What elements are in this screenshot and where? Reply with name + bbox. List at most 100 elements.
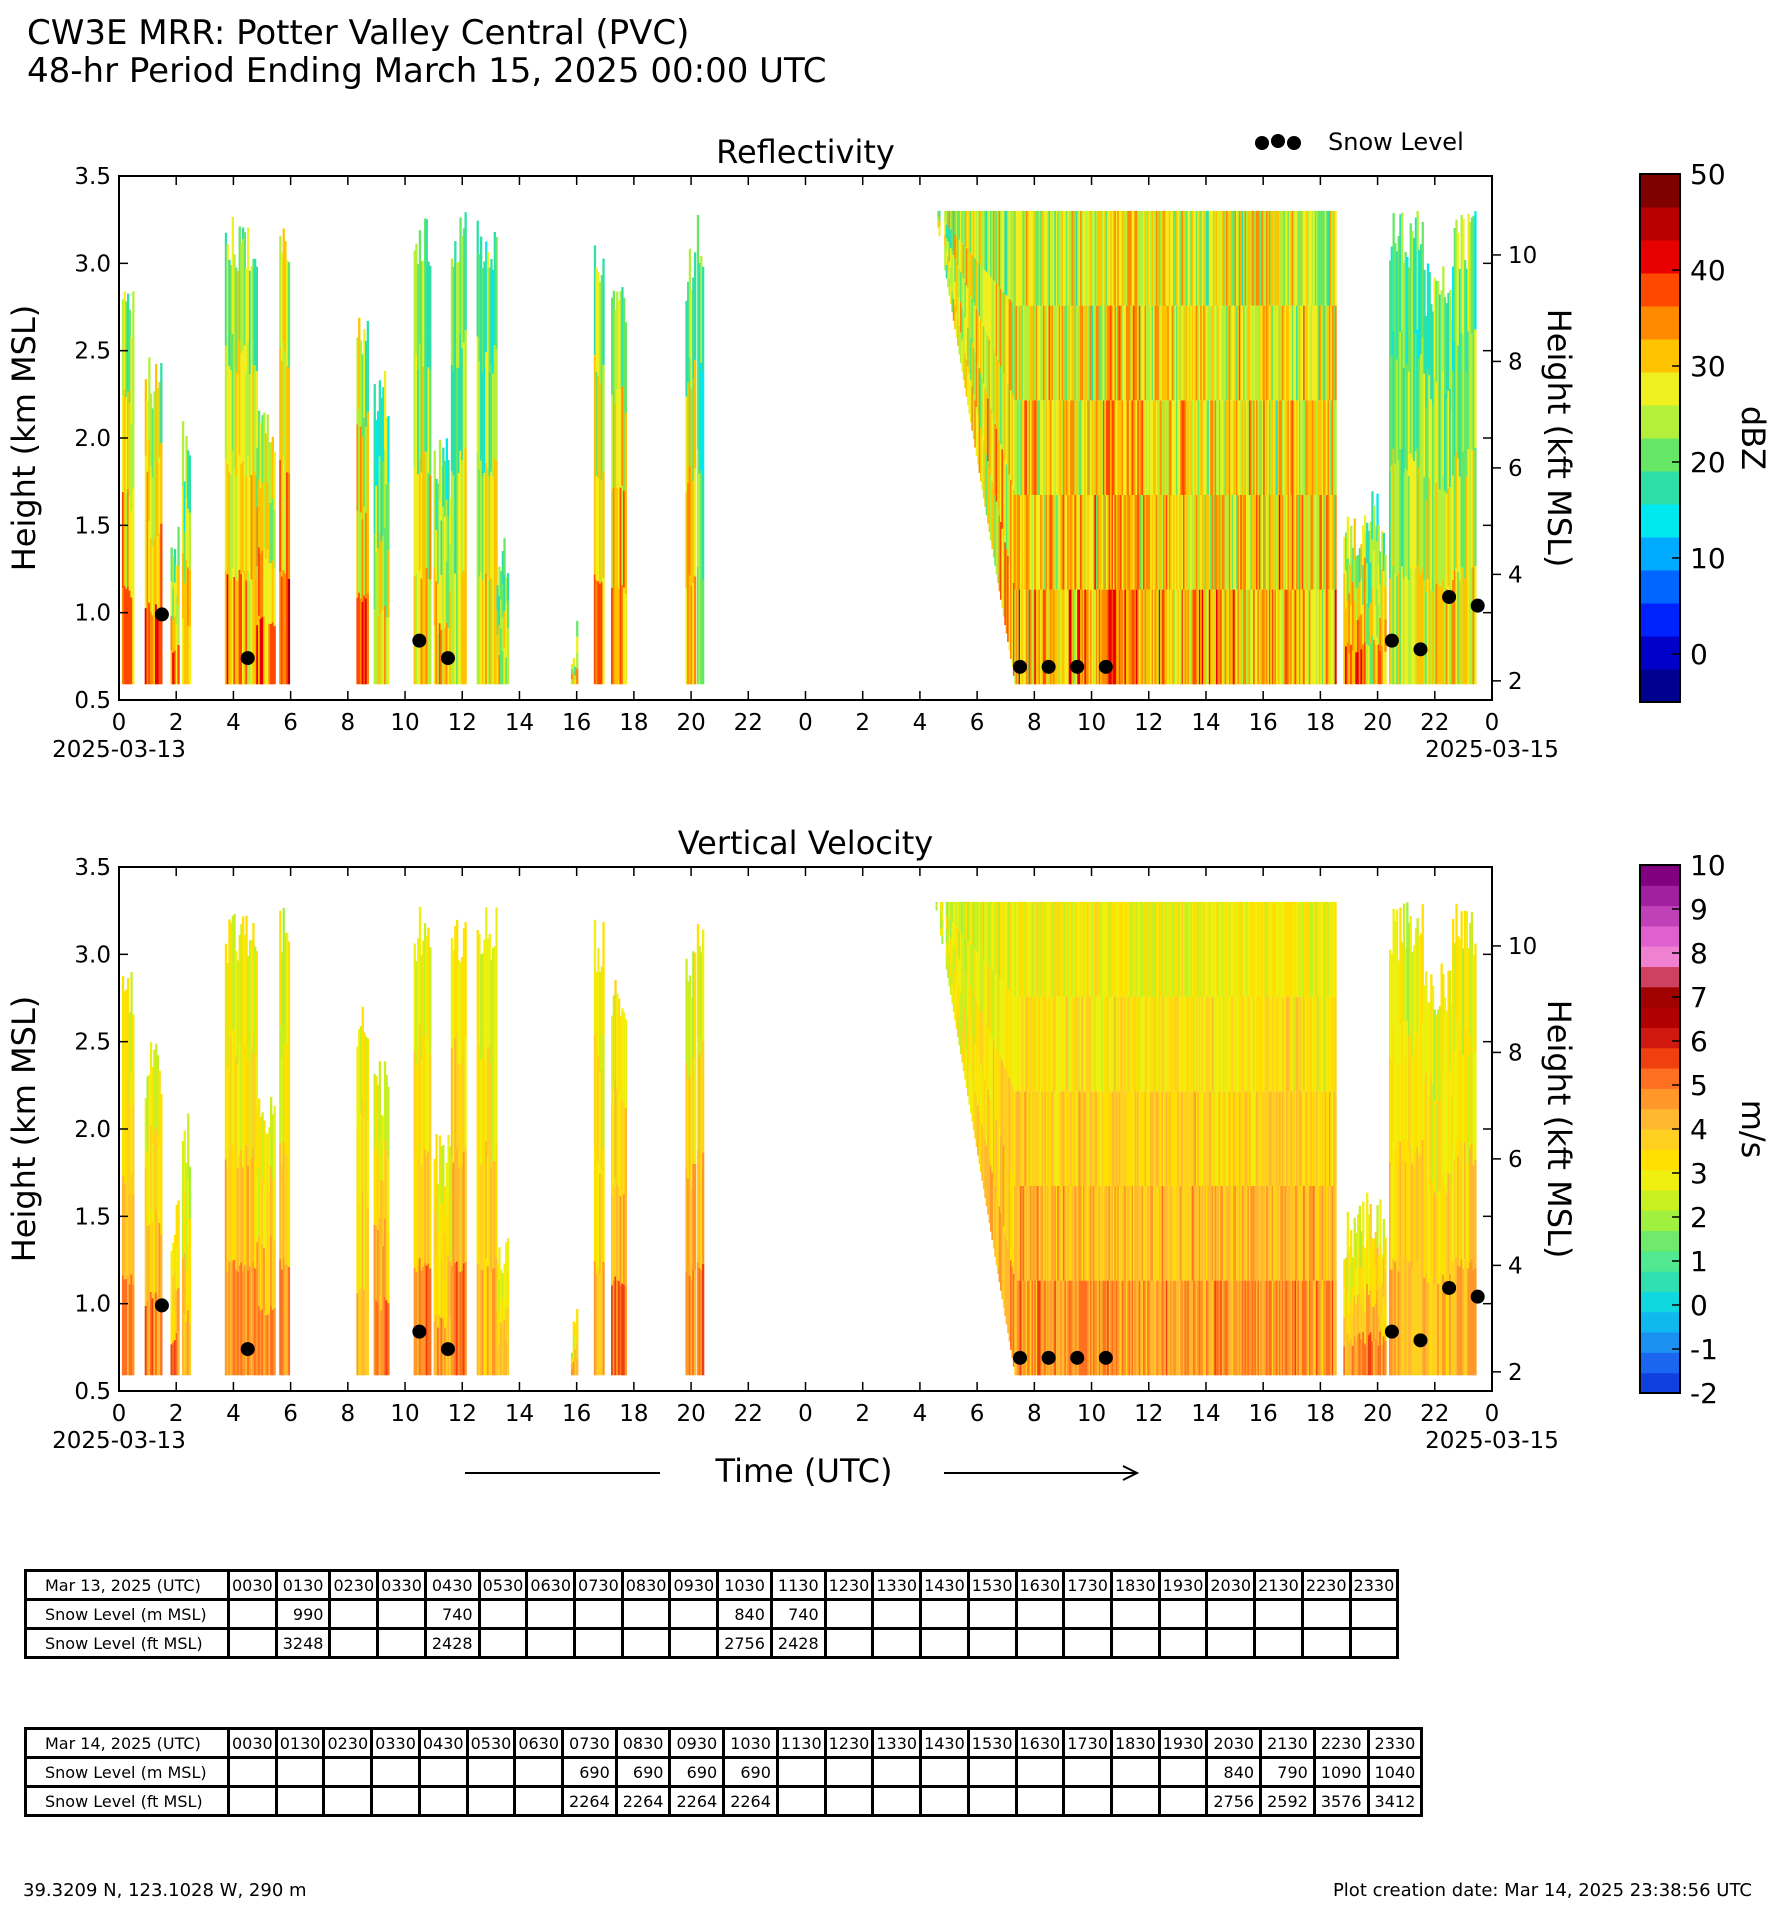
table-time-header: 1230: [823, 1727, 875, 1759]
colorbar-tick-label: -2: [1690, 1377, 1718, 1410]
x-tick-label: 10: [390, 1401, 419, 1427]
colorbar-segment: [1640, 1027, 1680, 1049]
table-time-header: 2130: [1253, 1569, 1304, 1601]
table-cell: 2756: [1205, 1785, 1263, 1817]
x-date-label-start: 2025-03-13: [52, 1428, 186, 1454]
x-tick-label: 22: [1420, 1401, 1449, 1427]
table-cell: [1109, 1627, 1161, 1659]
table-time-header: 0330: [370, 1727, 421, 1759]
table-row: Snow Level (ft MSL) 2264 2264 2264 2264 2756 2…: [24, 1785, 1424, 1817]
table-date-cell: Mar 13, 2025 (UTC): [24, 1569, 230, 1601]
table-cell: 2756: [716, 1627, 773, 1659]
table-cell: [823, 1627, 875, 1659]
snow-level-point: [1013, 659, 1028, 674]
table-cell: [227, 1598, 278, 1630]
x-tick-label: 20: [676, 710, 705, 736]
table-cell: [1062, 1627, 1113, 1659]
table-cell: [465, 1785, 517, 1817]
table-time-header: 0730: [561, 1727, 618, 1759]
table-time-header: 1330: [871, 1569, 923, 1601]
table-cell: 3248: [274, 1627, 332, 1659]
snow-level-point: [1442, 1280, 1457, 1295]
table-cell: [1348, 1598, 1400, 1630]
y-tick-label: 1.5: [74, 1204, 111, 1230]
x-tick-label: 18: [1306, 1401, 1335, 1427]
x-axis-title: Time (UTC): [715, 1452, 893, 1490]
y-right-tick-label: 4: [1508, 1253, 1523, 1279]
table-time-header: 1430: [919, 1727, 970, 1759]
snow-level-point: [1470, 598, 1485, 613]
table-cell: [1157, 1598, 1209, 1630]
table-cell: 990: [274, 1598, 332, 1630]
table-cell: [376, 1627, 427, 1659]
table-row: Snow Level (ft MSL) 3248 2428 2756 2428: [24, 1627, 1400, 1659]
table-time-header: 1130: [775, 1727, 827, 1759]
table-cell: [1062, 1756, 1113, 1788]
colorbar-segment: [1640, 966, 1680, 988]
table-cell: 2428: [769, 1627, 827, 1659]
colorbar-segment: [1640, 537, 1680, 571]
table-cell: [477, 1598, 529, 1630]
table-time-header: 2230: [1312, 1727, 1370, 1759]
colorbar-segment: [1640, 603, 1680, 637]
colorbar-segment: [1640, 1007, 1680, 1028]
table-time-header: 0130: [274, 1569, 332, 1601]
colorbar-segment: [1640, 1271, 1680, 1292]
colorbar-segment: [1640, 570, 1680, 604]
arrow-head: [1122, 1465, 1140, 1481]
snow-level-point: [154, 607, 169, 622]
table-cell: [465, 1756, 517, 1788]
table-cell: [668, 1598, 720, 1630]
colorbar-segment: [1640, 925, 1680, 947]
table-cell: 2264: [668, 1785, 726, 1817]
legend-marker: [1255, 136, 1269, 150]
colorbar-segment: [1640, 1372, 1680, 1394]
snow-level-table-mar14: Mar 14, 2025 (UTC) 0030 0130 0230 0330 0430 05…: [24, 1727, 1424, 1817]
table-cell: [1157, 1627, 1209, 1659]
x-tick-label: 20: [1363, 1401, 1392, 1427]
table-cell: 740: [769, 1598, 827, 1630]
x-tick-label: 0: [112, 710, 127, 736]
colorbar-tick-label: 0: [1690, 1289, 1708, 1322]
colorbar-segment: [1640, 1311, 1680, 1333]
table-time-header: 0330: [376, 1569, 427, 1601]
legend-label: Snow Level: [1328, 128, 1464, 156]
colorbar-segment: [1640, 885, 1680, 907]
x-tick-label: 12: [448, 710, 477, 736]
table-cell: 690: [722, 1756, 779, 1788]
colorbar: 0 10 20 30 40 50 dBZ: [1639, 158, 1770, 703]
y-right-tick-label: 10: [1508, 934, 1537, 960]
x-tick-label: 2: [169, 1401, 184, 1427]
legend-marker: [1271, 134, 1285, 148]
y-axis-label: Height (km MSL): [5, 996, 43, 1263]
colorbar: -2 -1 0 1 2 3 4 5 6 7 8 9 10 m/s: [1639, 849, 1770, 1410]
table-cell: 3576: [1312, 1785, 1370, 1817]
table-cell: [620, 1598, 672, 1630]
table-cell: [1253, 1598, 1304, 1630]
table-cell: 840: [1205, 1756, 1263, 1788]
y-tick-label: 3.5: [74, 855, 111, 881]
table-time-header: 0730: [573, 1569, 624, 1601]
snow-level-point: [1470, 1289, 1485, 1304]
colorbar-segment: [1640, 1250, 1680, 1272]
snow-level-point: [1413, 1333, 1428, 1348]
x-tick-label: 16: [562, 1401, 591, 1427]
x-date-label-start: 2025-03-13: [52, 737, 186, 763]
table-time-header: 0430: [423, 1569, 481, 1601]
table-cell: [966, 1785, 1018, 1817]
colorbar-frame: [1639, 173, 1681, 703]
table-cell: 1090: [1312, 1756, 1370, 1788]
y-tick-label: 2.5: [74, 339, 111, 365]
table-time-header: 2330: [1366, 1727, 1424, 1759]
table-time-header: 2230: [1300, 1569, 1352, 1601]
snow-level-point: [1384, 1324, 1399, 1339]
colorbar-segment: [1640, 405, 1680, 439]
snow-level-point: [240, 1342, 255, 1357]
snow-level-point: [1041, 1350, 1056, 1365]
table-cell: 2264: [614, 1785, 672, 1817]
x-tick-label: 12: [448, 1401, 477, 1427]
table-cell: [1109, 1785, 1161, 1817]
table-time-header: 1930: [1157, 1727, 1209, 1759]
table-cell: 2428: [423, 1627, 481, 1659]
x-tick-label: 14: [505, 710, 534, 736]
